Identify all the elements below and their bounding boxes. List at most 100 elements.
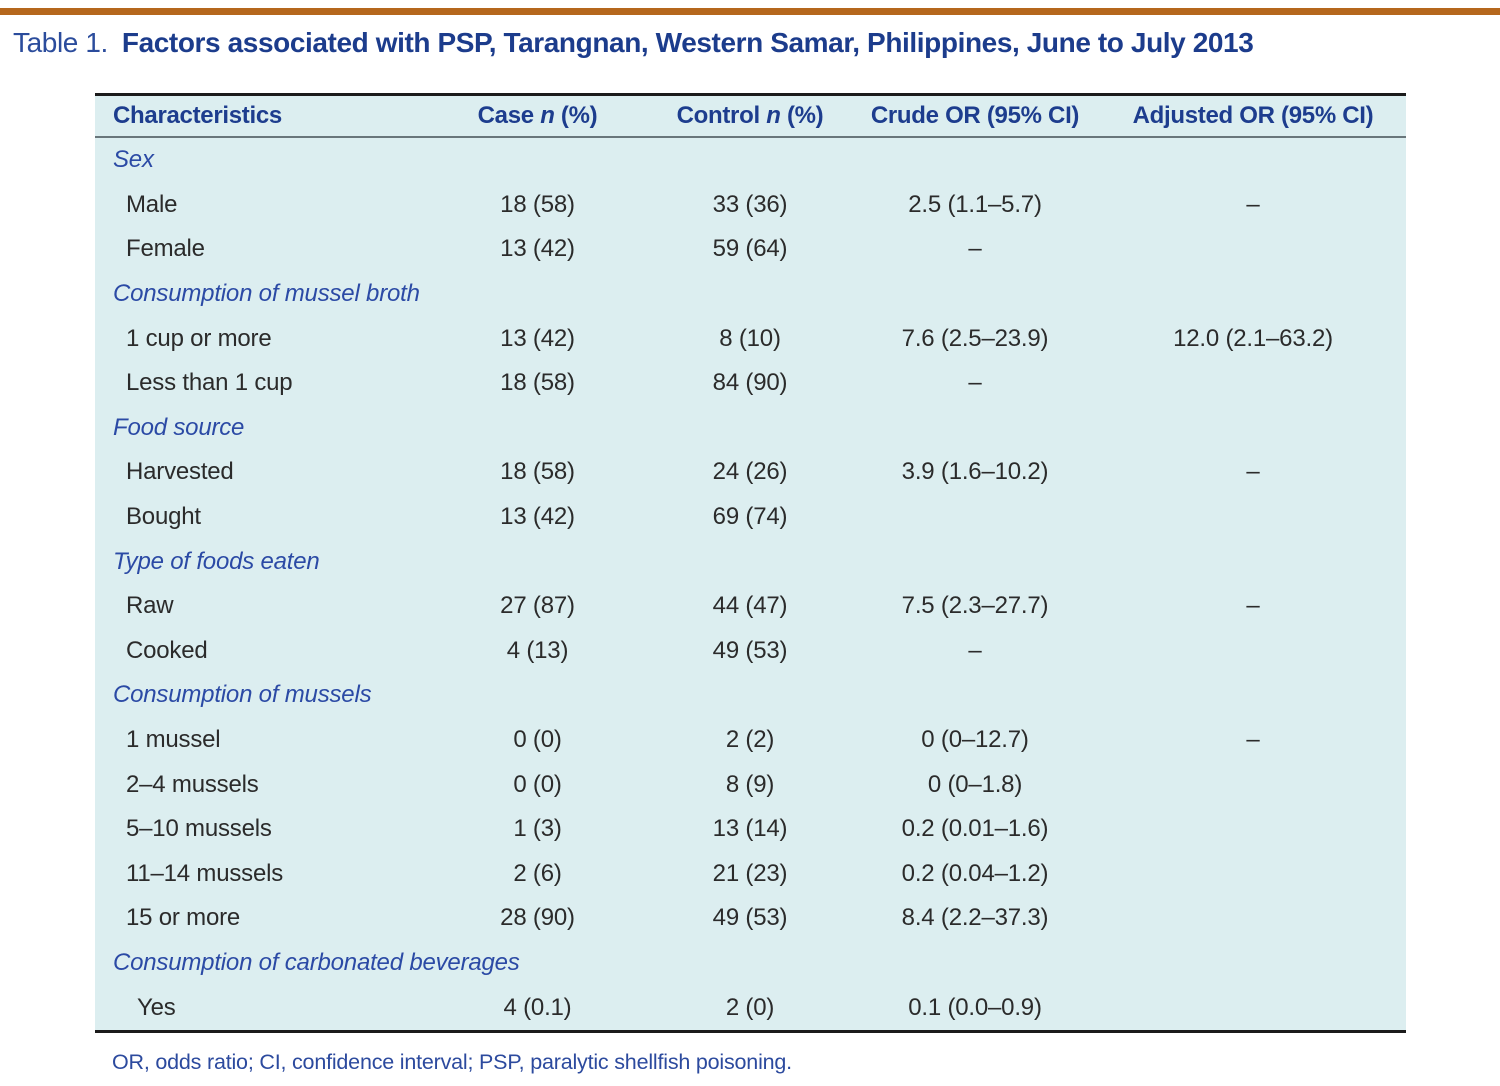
control-cell: 13 (14): [712, 815, 788, 843]
table-footnote: OR, odds ratio; CI, confidence interval;…: [112, 1050, 792, 1074]
table-section-row: Consumption of mussel broth: [95, 272, 1406, 317]
case-cell: 28 (90): [500, 904, 575, 932]
control-cell: 44 (47): [712, 592, 788, 620]
control-cell: 49 (53): [712, 904, 788, 932]
section-header-label: Food source: [113, 413, 245, 441]
table-row: 1 mussel 0 (0) 2 (2) 0 (0–12.7) –: [95, 718, 1406, 763]
table-row: Cooked 4 (13) 49 (53) –: [95, 629, 1406, 674]
table-section-row: Sex: [95, 138, 1406, 183]
case-cell: 1 (3): [513, 815, 562, 843]
characteristic-cell: Raw: [126, 592, 174, 620]
case-cell: 18 (58): [500, 458, 575, 486]
control-cell: 8 (10): [719, 324, 781, 352]
characteristic-cell: 5–10 mussels: [126, 815, 272, 843]
table-section-row: Consumption of mussels: [95, 673, 1406, 718]
control-cell: 84 (90): [712, 369, 788, 397]
column-header-case: Case n (%): [425, 102, 650, 130]
section-header-label: Consumption of mussels: [113, 681, 372, 709]
control-cell: 2 (2): [725, 726, 775, 754]
crude-or-cell: 2.5 (1.1–5.7): [908, 190, 1042, 218]
crude-or-cell: 7.5 (2.3–27.7): [901, 592, 1049, 620]
control-cell: 69 (74): [712, 503, 788, 531]
characteristic-cell: Cooked: [126, 636, 208, 664]
case-header-text: Case: [477, 102, 541, 129]
crude-or-cell: 3.9 (1.6–10.2): [901, 458, 1049, 486]
characteristic-cell: Harvested: [126, 458, 234, 486]
control-cell: 2 (0): [725, 993, 775, 1021]
characteristic-cell: 11–14 mussels: [126, 859, 284, 887]
column-header-control: Control n (%): [650, 102, 850, 130]
section-header-label: Sex: [113, 146, 154, 174]
case-cell: 18 (58): [500, 369, 575, 397]
adjusted-or-cell: –: [1246, 190, 1260, 218]
table-section-row: Consumption of carbonated beverages: [95, 941, 1406, 986]
crude-or-cell: –: [968, 369, 982, 397]
crude-or-cell: 0 (0–1.8): [927, 770, 1023, 798]
table-header-row: Characteristics Case n (%) Control n (%)…: [95, 96, 1406, 138]
section-header-label: Consumption of carbonated beverages: [113, 948, 520, 976]
table-row: Raw 27 (87) 44 (47) 7.5 (2.3–27.7) –: [95, 584, 1406, 629]
column-header-characteristics: Characteristics: [113, 102, 282, 129]
control-cell: 24 (26): [712, 458, 788, 486]
characteristic-cell: Yes: [137, 993, 176, 1021]
section-header-label: Consumption of mussel broth: [113, 280, 420, 308]
table-row: 5–10 mussels 1 (3) 13 (14) 0.2 (0.01–1.6…: [95, 807, 1406, 852]
table-row: 15 or more 28 (90) 49 (53) 8.4 (2.2–37.3…: [95, 896, 1406, 941]
control-cell: 8 (9): [725, 770, 775, 798]
adjusted-or-cell: –: [1246, 458, 1260, 486]
adjusted-or-cell: 12.0 (2.1–63.2): [1173, 324, 1333, 352]
characteristic-cell: Less than 1 cup: [126, 369, 293, 397]
table-section-row: Type of foods eaten: [95, 539, 1406, 584]
table-caption-title: Factors associated with PSP, Tarangnan, …: [121, 27, 1254, 58]
crude-or-cell: 7.6 (2.5–23.9): [901, 324, 1049, 352]
section-header-label: Type of foods eaten: [113, 547, 320, 575]
crude-or-cell: 0 (0–12.7): [921, 726, 1029, 754]
case-cell: 13 (42): [500, 503, 575, 531]
crude-or-cell: 0.2 (0.01–1.6): [901, 815, 1049, 843]
adjusted-or-cell: –: [1246, 726, 1260, 754]
control-cell: 49 (53): [712, 636, 788, 664]
characteristic-cell: 2–4 mussels: [126, 770, 259, 798]
crude-or-cell: –: [968, 636, 982, 664]
characteristic-cell: Bought: [126, 503, 201, 531]
case-cell: 4 (0.1): [503, 993, 572, 1021]
crude-or-cell: –: [968, 235, 982, 263]
table-row: 1 cup or more 13 (42) 8 (10) 7.6 (2.5–23…: [95, 316, 1406, 361]
crude-or-cell: 0.2 (0.04–1.2): [901, 859, 1049, 887]
table-section-row: Food source: [95, 406, 1406, 451]
control-header-text: Control: [676, 102, 767, 129]
control-header-n: n: [766, 102, 781, 129]
case-header-n: n: [540, 102, 555, 129]
table-caption: Table 1. Factors associated with PSP, Tar…: [13, 27, 1483, 59]
table-row: Bought 13 (42) 69 (74): [95, 495, 1406, 540]
case-cell: 0 (0): [513, 726, 562, 754]
control-cell: 59 (64): [712, 235, 788, 263]
control-cell: 33 (36): [712, 190, 788, 218]
characteristic-cell: 1 cup or more: [126, 324, 272, 352]
characteristic-cell: Male: [126, 190, 178, 218]
case-header-pct: (%): [554, 102, 598, 129]
case-cell: 4 (13): [506, 636, 569, 664]
table-row: Female 13 (42) 59 (64) –: [95, 227, 1406, 272]
table-row: Harvested 18 (58) 24 (26) 3.9 (1.6–10.2)…: [95, 450, 1406, 495]
characteristic-cell: 1 mussel: [126, 726, 221, 754]
table-row: Less than 1 cup 18 (58) 84 (90) –: [95, 361, 1406, 406]
control-header-pct: (%): [780, 102, 824, 129]
characteristic-cell: Female: [126, 235, 205, 263]
top-accent-bar: [0, 8, 1500, 15]
table-caption-number: Table 1.: [13, 27, 108, 58]
table-row: Yes 4 (0.1) 2 (0) 0.1 (0.0–0.9): [95, 985, 1406, 1030]
table-row: 2–4 mussels 0 (0) 8 (9) 0 (0–1.8): [95, 762, 1406, 807]
case-cell: 13 (42): [500, 324, 575, 352]
case-cell: 0 (0): [513, 770, 562, 798]
crude-or-cell: 8.4 (2.2–37.3): [901, 904, 1049, 932]
characteristic-cell: 15 or more: [126, 904, 241, 932]
adjusted-or-cell: –: [1246, 592, 1260, 620]
table-row: 11–14 mussels 2 (6) 21 (23) 0.2 (0.04–1.…: [95, 852, 1406, 897]
case-cell: 18 (58): [500, 190, 575, 218]
table-body: Sex Male 18 (58) 33 (36) 2.5 (1.1–5.7) –…: [95, 138, 1406, 1030]
case-cell: 13 (42): [500, 235, 575, 263]
table-row: Male 18 (58) 33 (36) 2.5 (1.1–5.7) –: [95, 183, 1406, 228]
column-header-crude-or: Crude OR (95% CI): [870, 102, 1080, 129]
